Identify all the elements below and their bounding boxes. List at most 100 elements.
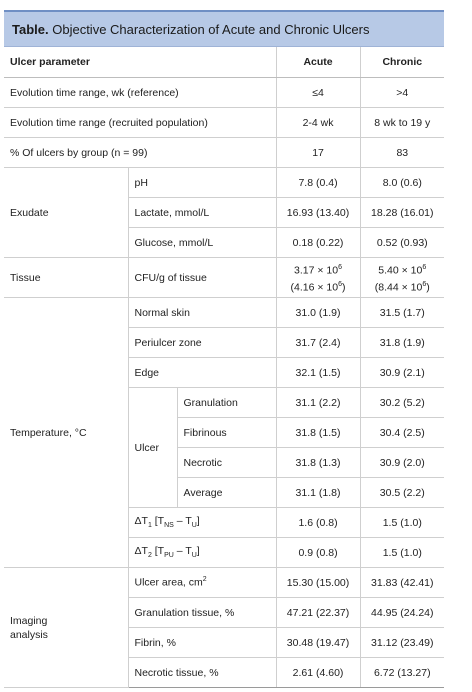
cell-chronic: 31.12 (23.49): [359, 627, 445, 658]
label-part: ]: [196, 515, 200, 528]
value-base: 5.40 × 10: [378, 264, 423, 277]
row-label: Fibrin, %: [127, 627, 277, 658]
cell-chronic: 30.4 (2.5): [359, 417, 445, 448]
cell-acute: 31.0 (1.9): [275, 297, 361, 328]
cell-acute: 31.8 (1.5): [275, 417, 361, 448]
cell-chronic: 8 wk to 19 y: [359, 107, 445, 138]
cell-chronic: 44.95 (24.24): [359, 597, 445, 628]
delta-symbol: ΔT: [134, 545, 148, 558]
value-exp: 6: [338, 264, 343, 271]
row-label: Granulation: [176, 387, 277, 418]
group-exudate: Exudate: [4, 167, 128, 258]
value-exp: 6: [338, 280, 343, 288]
cell-chronic: 30.5 (2.2): [359, 477, 445, 508]
label-sub: PU: [164, 552, 174, 560]
cell-chronic: 83: [359, 137, 445, 168]
table-row: Temperature, °C Normal skin 31.0 (1.9) 3…: [4, 297, 445, 568]
cell-acute: 31.8 (1.3): [275, 447, 361, 478]
delta-sub: 1: [147, 522, 152, 530]
value-exp: 6: [422, 280, 427, 288]
header-acute: Acute: [275, 47, 361, 78]
caption-label: Table.: [12, 22, 49, 37]
cell-acute: 0.9 (0.8): [275, 537, 361, 568]
cell-chronic: >4: [359, 77, 445, 108]
group-line: Imaging: [10, 614, 48, 627]
group-ulcer: Ulcer: [127, 387, 177, 508]
cell-acute: 32.1 (1.5): [275, 357, 361, 388]
label-base: Ulcer area, cm: [134, 576, 203, 589]
caption-title: Objective Characterization of Acute and …: [52, 22, 370, 37]
table-row: Necrotic tissue, % 2.61 (4.60) 6.72 (13.…: [4, 657, 445, 688]
cell-acute: 0.18 (0.22): [275, 227, 361, 258]
label-sub: U: [191, 552, 197, 560]
table-row: ΔT2 [TPU – TU] 0.9 (0.8) 1.5 (1.0): [4, 537, 445, 568]
table-row: Average 31.1 (1.8) 30.5 (2.2): [4, 477, 445, 508]
label-part: ]: [196, 545, 200, 558]
group-imaging: Imaging analysis: [4, 567, 128, 688]
group-line: analysis: [10, 628, 48, 641]
table-row: Evolution time range, wk (reference) ≤4 …: [4, 77, 445, 108]
cell-acute: 47.21 (22.37): [275, 597, 361, 628]
header-param: Ulcer parameter: [4, 47, 277, 78]
cell-chronic: 30.9 (2.0): [359, 447, 445, 478]
cell-acute: 30.48 (19.47): [275, 627, 361, 658]
cell-chronic: 18.28 (16.01): [359, 197, 445, 228]
table-row: Necrotic 31.8 (1.3) 30.9 (2.0): [4, 447, 445, 478]
table-caption: Table. Objective Characterization of Acu…: [4, 10, 444, 47]
table-row: Edge 32.1 (1.5) 30.9 (2.1): [4, 357, 445, 388]
row-label: Evolution time range, wk (reference): [4, 77, 277, 108]
table-row: Periulcer zone 31.7 (2.4) 31.8 (1.9): [4, 327, 445, 358]
cell-acute: 31.7 (2.4): [275, 327, 361, 358]
row-label: Granulation tissue, %: [127, 597, 277, 628]
cell-acute: 15.30 (15.00): [275, 567, 361, 598]
label-part: – T: [173, 545, 192, 558]
value-close: ): [342, 281, 346, 293]
cell-chronic: 5.40 × 106 (8.44 × 106): [359, 257, 445, 298]
cell-chronic: 30.9 (2.1): [359, 357, 445, 388]
cell-chronic: 6.72 (13.27): [359, 657, 445, 688]
cell-chronic: 8.0 (0.6): [359, 167, 445, 198]
group-tissue: Tissue: [4, 257, 128, 298]
label-sub: U: [191, 522, 197, 530]
row-label: Evolution time range (recruited populati…: [4, 107, 277, 138]
row-label: % Of ulcers by group (n = 99): [4, 137, 277, 168]
ulcer-table: Ulcer parameter Acute Chronic Evolution …: [4, 47, 445, 688]
cell-chronic: 0.52 (0.93): [359, 227, 445, 258]
label-part: [T: [151, 545, 165, 558]
table-row: Fibrinous 31.8 (1.5) 30.4 (2.5): [4, 417, 445, 448]
row-label: Necrotic tissue, %: [127, 657, 277, 688]
group-temperature: Temperature, °C: [4, 297, 128, 568]
delta-symbol: ΔT: [134, 515, 148, 528]
row-label: Normal skin: [127, 297, 277, 328]
cell-acute: 1.6 (0.8): [275, 507, 361, 538]
row-label: Fibrinous: [176, 417, 277, 448]
label-sub: NS: [164, 522, 174, 530]
table-row: Lactate, mmol/L 16.93 (13.40) 18.28 (16.…: [4, 197, 445, 228]
delta-sub: 2: [147, 552, 152, 560]
table-row: % Of ulcers by group (n = 99) 17 83: [4, 137, 445, 168]
table-row: Tissue CFU/g of tissue 3.17 × 106 (4.16 …: [4, 257, 445, 298]
cell-chronic: 30.2 (5.2): [359, 387, 445, 418]
cell-chronic: 1.5 (1.0): [359, 537, 445, 568]
row-label-dt1: ΔT1 [TNS – TU]: [127, 507, 277, 538]
value-base: (8.44 × 10: [374, 281, 423, 293]
cell-chronic: 31.8 (1.9): [359, 327, 445, 358]
cell-acute: 2.61 (4.60): [275, 657, 361, 688]
header-row: Ulcer parameter Acute Chronic: [4, 47, 445, 78]
cell-acute: ≤4: [275, 77, 361, 108]
table-container: Table. Objective Characterization of Acu…: [4, 10, 445, 688]
cell-chronic: 1.5 (1.0): [359, 507, 445, 538]
row-label: Edge: [127, 357, 277, 388]
cell-acute: 17: [275, 137, 361, 168]
label-part: [T: [151, 515, 165, 528]
table-row: Evolution time range (recruited populati…: [4, 107, 445, 138]
value-close: ): [426, 281, 430, 293]
value-base: (4.16 × 10: [290, 281, 339, 293]
cell-acute: 7.8 (0.4): [275, 167, 361, 198]
cell-acute: 16.93 (13.40): [275, 197, 361, 228]
row-label: Glucose, mmol/L: [127, 227, 277, 258]
row-label-dt2: ΔT2 [TPU – TU]: [127, 537, 277, 568]
row-label: pH: [127, 167, 277, 198]
table-row: Ulcer Granulation 31.1 (2.2) 30.2 (5.2): [4, 387, 445, 508]
label-part: – T: [173, 515, 192, 528]
